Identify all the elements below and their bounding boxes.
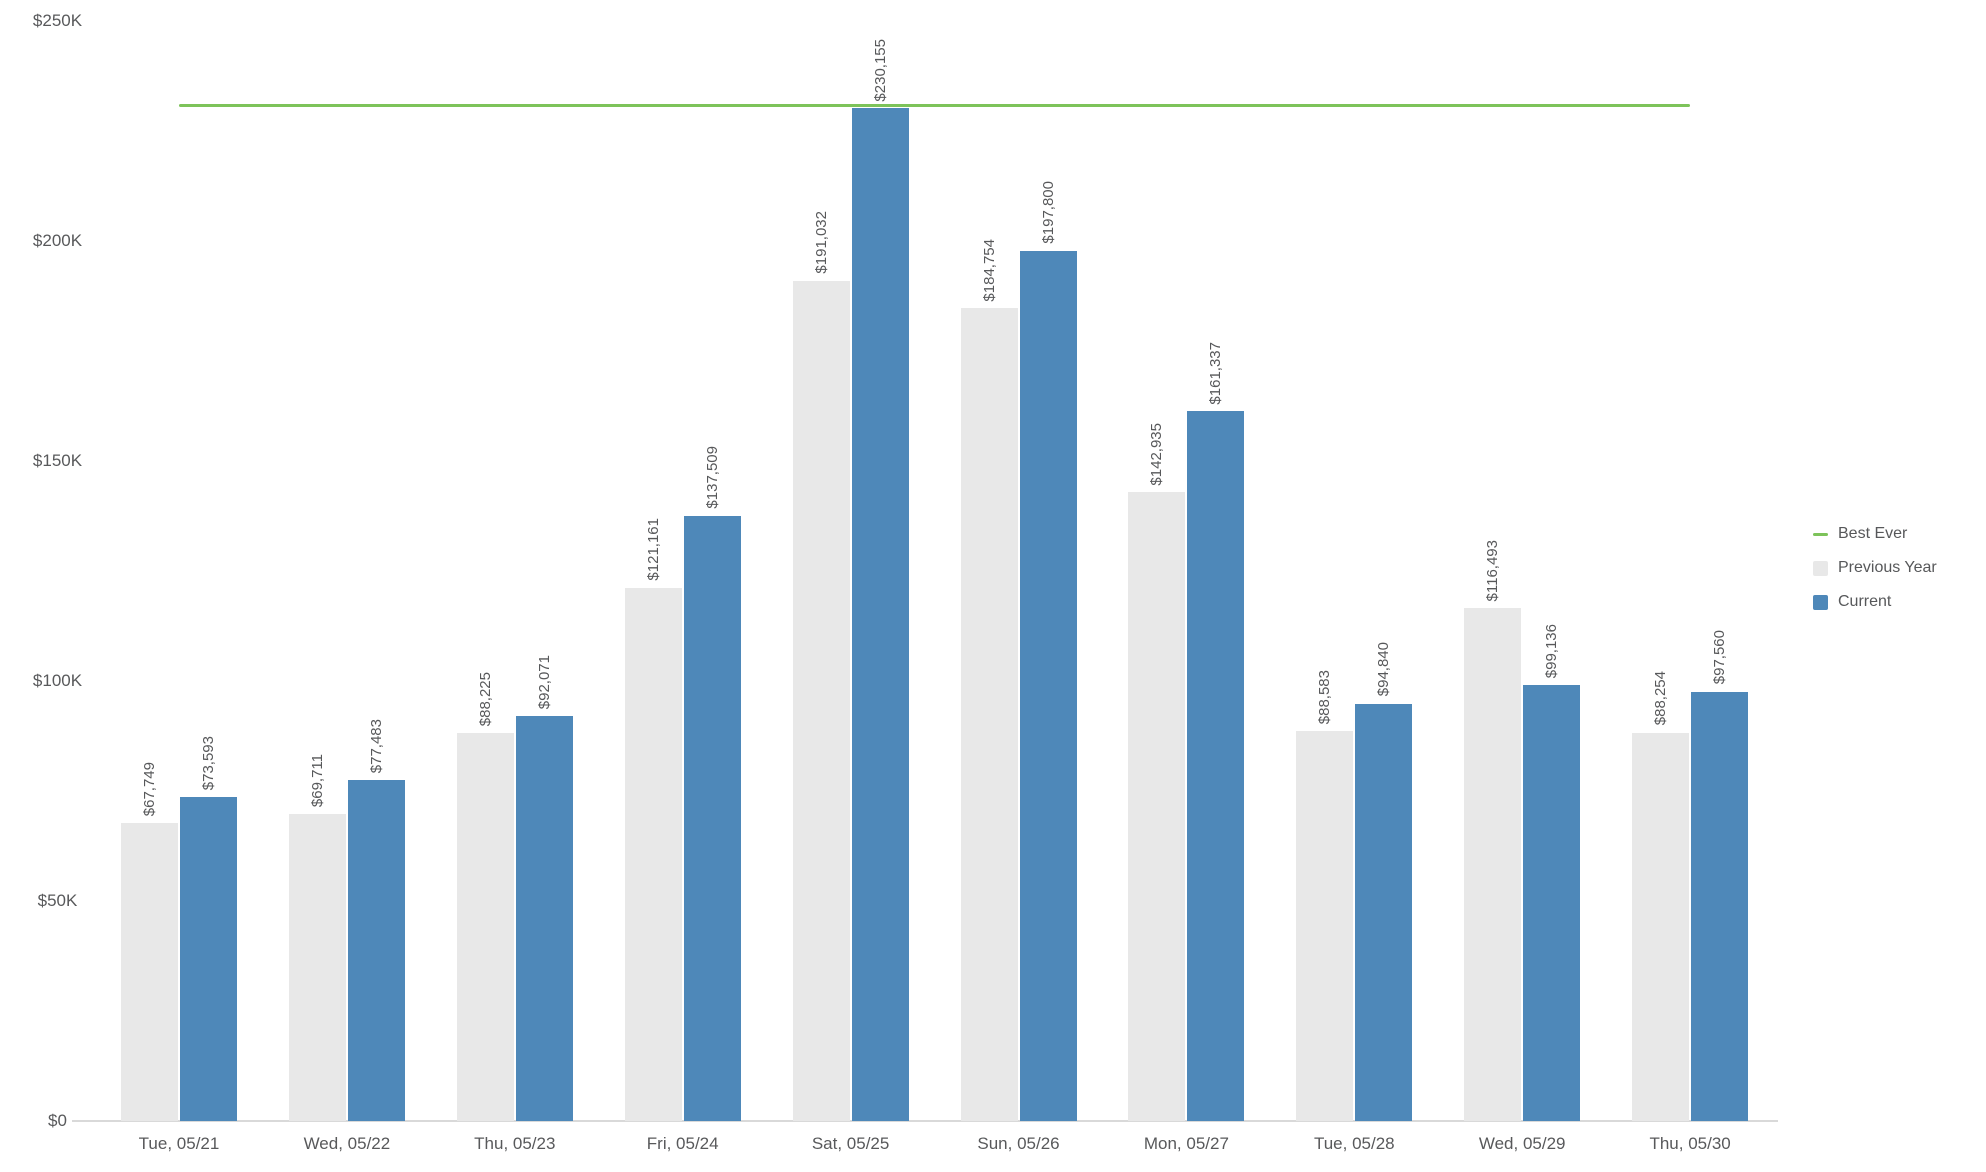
bar-current[interactable] (683, 516, 741, 1121)
bar-value-label-current: $97,560 (1711, 630, 1729, 685)
bar-value-label-current: $137,509 (703, 446, 721, 509)
x-axis-label: Tue, 05/21 (138, 1134, 220, 1153)
bar-previous-year[interactable] (624, 587, 682, 1121)
legend-label: Best Ever (1838, 525, 1908, 542)
bar-value-label-previous-year: $191,032 (812, 210, 830, 274)
bar-current[interactable] (851, 108, 909, 1121)
bar-value-label-current: $99,136 (1543, 623, 1561, 678)
bar-value-label-previous-year: $116,493 (1484, 539, 1502, 602)
bar-current[interactable] (180, 797, 237, 1121)
bar-previous-year[interactable] (792, 280, 850, 1121)
bar-value-label-previous-year: $184,754 (980, 238, 998, 302)
bar-current[interactable] (1355, 703, 1413, 1121)
bar-value-label-previous-year: $69,711 (308, 754, 326, 808)
y-axis-tick-label: $150K (32, 451, 83, 470)
bar-previous-year[interactable] (1296, 731, 1354, 1121)
y-axis-tick-label: $100K (32, 671, 83, 690)
best-ever-line (179, 104, 1691, 107)
legend-item-current[interactable]: Current (1813, 589, 1937, 615)
bar-current[interactable] (1019, 250, 1077, 1121)
bar-previous-year[interactable] (1632, 732, 1690, 1121)
chart-legend: Best Ever Previous Year Current (1813, 521, 1937, 623)
y-axis-tick-label: $200K (32, 231, 83, 250)
bar-value-label-current: $73,593 (200, 735, 217, 791)
bar-previous-year[interactable] (288, 814, 346, 1121)
x-axis-label: Fri, 05/24 (646, 1134, 719, 1153)
legend-label: Current (1838, 593, 1892, 610)
y-axis-tick-label: $250K (32, 11, 83, 30)
legend-item-previous-year[interactable]: Previous Year (1813, 555, 1937, 581)
bar-value-label-current: $161,337 (1207, 341, 1225, 405)
bar-previous-year[interactable] (1464, 608, 1522, 1121)
bar-current[interactable] (1691, 691, 1749, 1121)
x-axis-label: Thu, 05/30 (1649, 1134, 1731, 1153)
x-axis-label: Sat, 05/25 (811, 1134, 890, 1153)
x-axis-label: Wed, 05/29 (1478, 1134, 1566, 1153)
bar-previous-year[interactable] (121, 822, 178, 1121)
bar-current[interactable] (1187, 411, 1245, 1121)
x-axis-baseline (72, 1120, 1778, 1122)
legend-item-best-ever[interactable]: Best Ever (1813, 521, 1937, 547)
x-axis-label: Wed, 05/22 (303, 1134, 391, 1153)
current-swatch-icon (1813, 594, 1828, 610)
bar-value-label-previous-year: $88,225 (476, 671, 494, 726)
bar-current[interactable] (515, 715, 573, 1121)
bar-previous-year[interactable] (1128, 492, 1186, 1121)
bar-value-label-previous-year: $88,254 (1652, 671, 1670, 726)
bar-value-label-current: $94,840 (1375, 642, 1393, 697)
x-axis-label: Sun, 05/26 (977, 1134, 1060, 1153)
x-axis-label: Thu, 05/23 (474, 1134, 556, 1153)
y-axis-tick-label: $50K (37, 891, 78, 910)
bar-value-label-previous-year: $88,583 (1316, 669, 1334, 725)
bar-value-label-current: $77,483 (367, 718, 385, 774)
bar-value-label-current: $197,800 (1039, 181, 1057, 244)
bar-value-label-current: $92,071 (535, 654, 553, 709)
best-ever-swatch-icon (1813, 532, 1828, 536)
bar-value-label-previous-year: $67,749 (141, 761, 158, 816)
legend-label: Previous Year (1838, 559, 1937, 576)
bar-previous-year[interactable] (456, 732, 514, 1121)
y-axis-tick-label: $0 (48, 1111, 67, 1130)
bar-value-label-previous-year: $142,935 (1148, 422, 1166, 486)
bar-previous-year[interactable] (960, 308, 1018, 1121)
bar-current[interactable] (347, 780, 405, 1121)
bar-current[interactable] (1523, 684, 1581, 1121)
bar-value-label-previous-year: $121,161 (644, 518, 662, 581)
x-axis-label: Mon, 05/27 (1143, 1134, 1229, 1153)
x-axis-label: Tue, 05/28 (1313, 1134, 1395, 1153)
bar-value-label-current: $230,155 (871, 38, 889, 102)
previous-year-swatch-icon (1813, 560, 1828, 576)
